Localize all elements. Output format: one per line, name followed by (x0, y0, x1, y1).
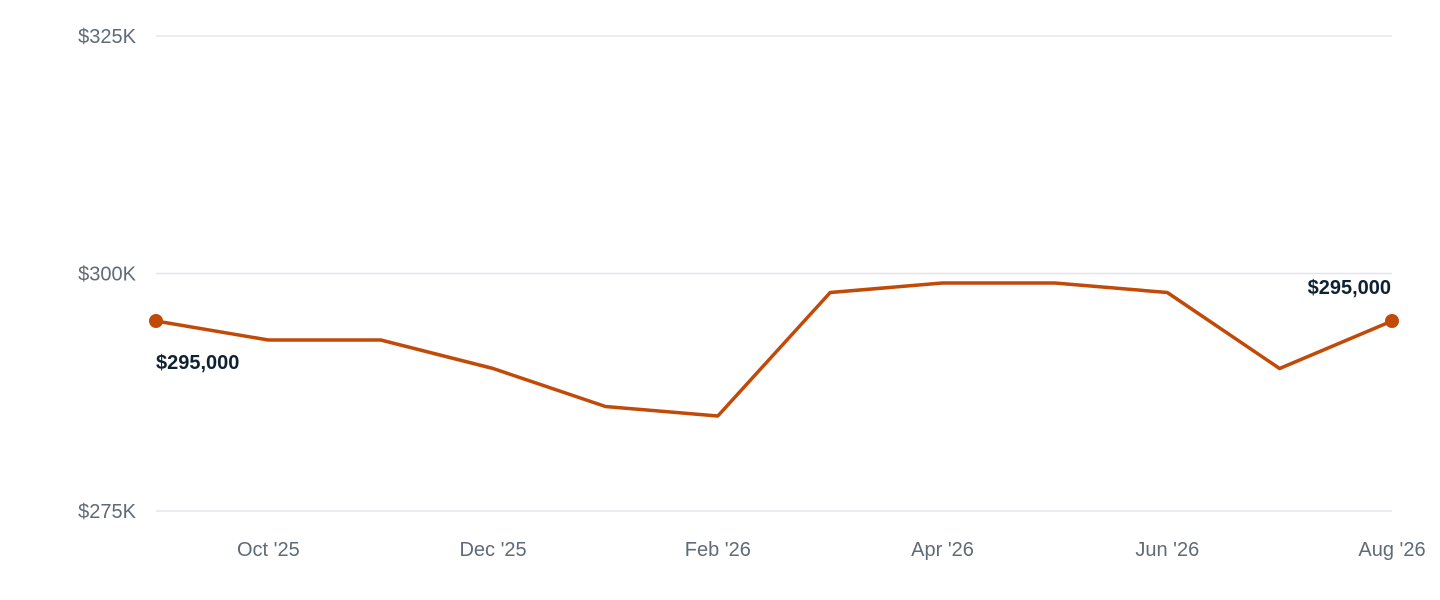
data-label: $295,000 (1308, 277, 1391, 299)
data-point-marker (1385, 314, 1399, 328)
x-tick-label: Apr '26 (911, 539, 974, 561)
y-tick-label: $325K (78, 26, 136, 48)
data-labels: $295,000 $295,000 (149, 277, 1399, 374)
x-tick-label: Feb '26 (685, 539, 751, 561)
series-layer (154, 281, 1394, 418)
y-tick-label: $275K (78, 501, 136, 523)
gridlines (156, 35, 1392, 512)
data-point-marker (149, 314, 163, 328)
x-tick-label: Dec '25 (459, 539, 526, 561)
y-axis-ticks: $325K $300K $275K (78, 26, 136, 523)
data-label: $295,000 (156, 352, 239, 374)
x-tick-label: Aug '26 (1358, 539, 1425, 561)
x-tick-label: Jun '26 (1135, 539, 1199, 561)
x-axis-ticks: Oct '25 Dec '25 Feb '26 Apr '26 Jun '26 Aug '… (237, 539, 1426, 561)
x-tick-label: Oct '25 (237, 539, 300, 561)
series-line (154, 281, 1394, 418)
y-tick-label: $300K (78, 264, 136, 286)
